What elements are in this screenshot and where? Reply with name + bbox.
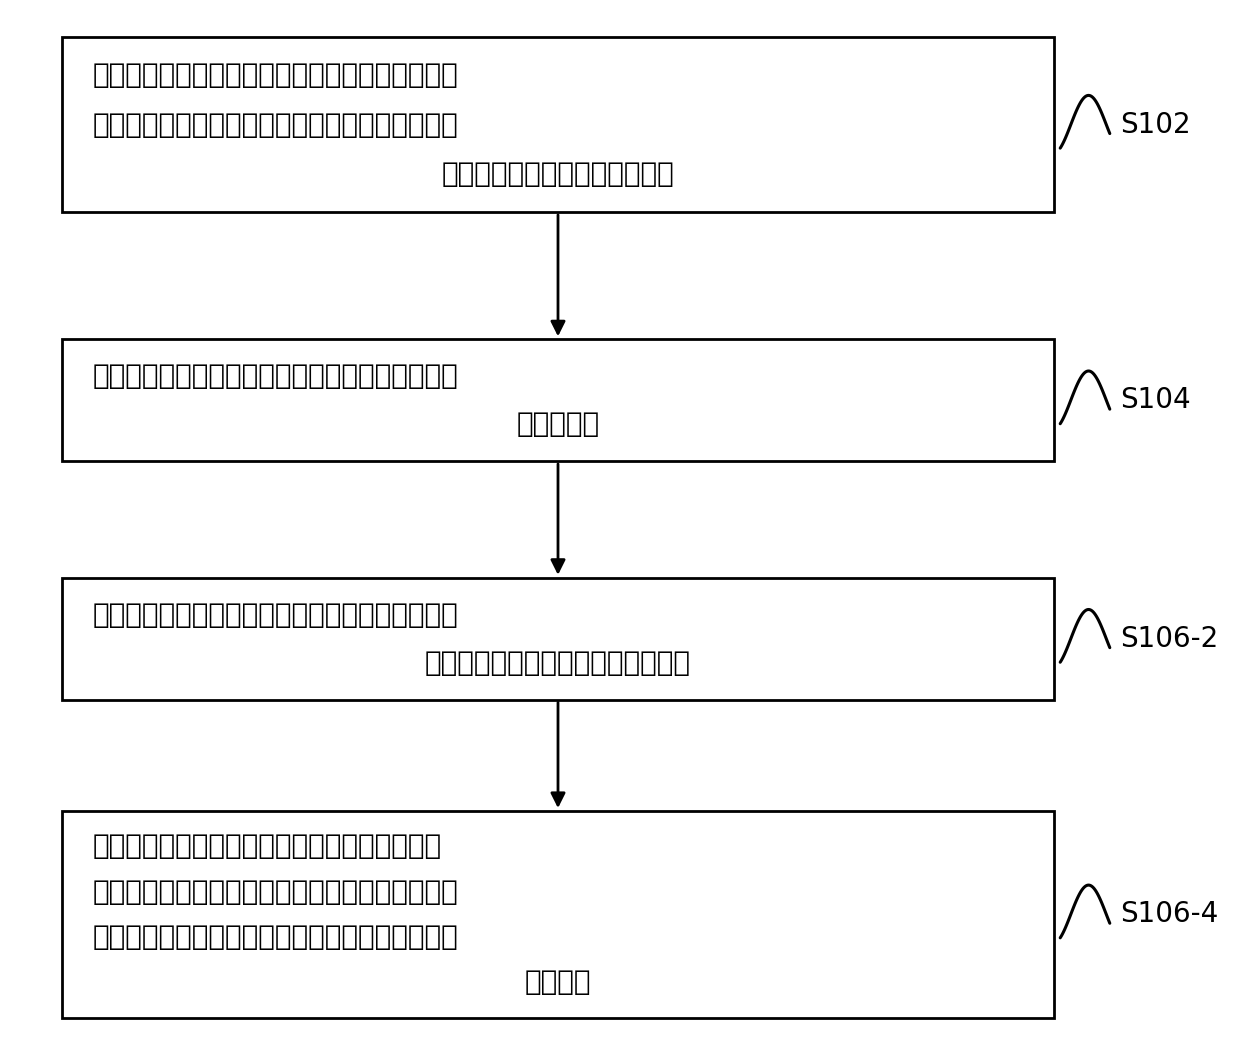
Text: 确定待渲染粒子在其生命周期内的初始属性值、渲: 确定待渲染粒子在其生命周期内的初始属性值、渲: [93, 60, 459, 89]
Text: S102: S102: [1120, 110, 1190, 139]
Bar: [62, 339, 1054, 461]
Text: 表征粒子属性随时间的变化规律: 表征粒子属性随时间的变化规律: [441, 160, 675, 189]
Bar: [62, 578, 1054, 700]
Text: 例，对待渲染粒子在其对应的归一化节点的属性进: 例，对待渲染粒子在其对应的归一化节点的属性进: [93, 878, 459, 905]
Text: S106-2: S106-2: [1120, 624, 1218, 653]
Text: 对待渲染粒子的生命周期进行归一化，并确定生命: 对待渲染粒子的生命周期进行归一化，并确定生命: [93, 601, 459, 629]
Text: 行并行渲染处理，得到经渲染处理的各归一化节点: 行并行渲染处理，得到经渲染处理的各归一化节点: [93, 923, 459, 951]
Text: 根据待渲染粒子的初始属性值和所述属性函数实: 根据待渲染粒子的初始属性值和所述属性函数实: [93, 832, 443, 861]
Text: S106-4: S106-4: [1120, 900, 1218, 929]
Text: 采用参数值对预置的属性函数进行实例化，得到属: 采用参数值对预置的属性函数进行实例化，得到属: [93, 363, 459, 390]
Text: S104: S104: [1120, 386, 1190, 414]
Bar: [62, 811, 1054, 1018]
Bar: [62, 37, 1054, 212]
Text: 染粒子所采用的属性函数的参数值；属性函数用于: 染粒子所采用的属性函数的参数值；属性函数用于: [93, 110, 459, 139]
Text: 周期内各时间节点对应的归一化节点: 周期内各时间节点对应的归一化节点: [425, 649, 691, 676]
Text: 性函数实例: 性函数实例: [516, 410, 600, 438]
Text: 的属性值: 的属性值: [525, 968, 591, 996]
